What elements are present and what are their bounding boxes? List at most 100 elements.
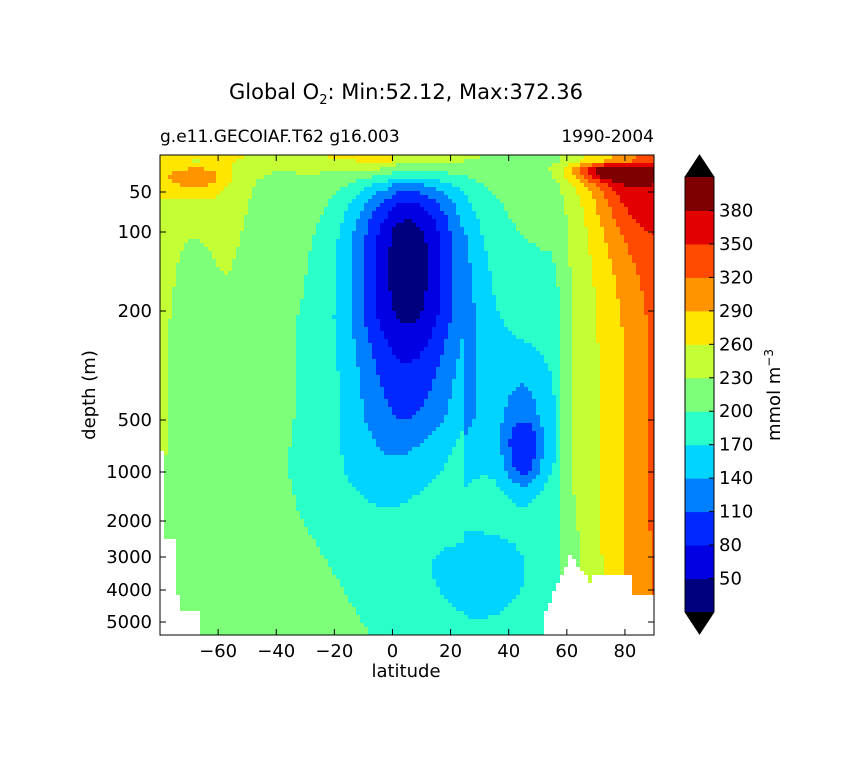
- contour-cell: [504, 495, 508, 539]
- contour-cell: [492, 615, 496, 635]
- contour-cell: [200, 243, 204, 635]
- contour-cell: [512, 335, 516, 391]
- contour-cell: [392, 195, 396, 207]
- contour-cell: [616, 163, 620, 167]
- colorbar-outline: [684, 154, 715, 635]
- contour-cell: [196, 187, 200, 199]
- contour-cell: [528, 471, 532, 483]
- contour-cell: [452, 187, 456, 203]
- contour-cell: [196, 159, 200, 163]
- contour-cell: [536, 247, 540, 351]
- contour-cell: [356, 219, 360, 367]
- contour-cell: [344, 211, 348, 475]
- contour-cell: [308, 175, 312, 251]
- contour-cell: [436, 555, 440, 587]
- contour-cell: [620, 203, 624, 235]
- contour-cell: [356, 163, 360, 171]
- contour-cell: [580, 183, 584, 207]
- contour-cell: [336, 191, 340, 239]
- contour-cell: [536, 155, 540, 247]
- contour-cell: [372, 195, 376, 211]
- contour-cell: [220, 271, 224, 635]
- contour-cell: [416, 191, 420, 203]
- contour-cell: [324, 559, 328, 635]
- contour-cell: [456, 359, 460, 439]
- contour-cell: [400, 503, 404, 635]
- contour-cell: [316, 547, 320, 635]
- contour-cell: [376, 319, 380, 375]
- contour-cell: [604, 199, 608, 243]
- contour-cell: [620, 327, 624, 575]
- contour-cell: [444, 339, 448, 415]
- x-axis-label: latitude: [371, 661, 440, 682]
- contour-cell: [344, 171, 348, 187]
- contour-cell: [420, 183, 424, 195]
- contour-cell: [412, 183, 416, 191]
- contour-cell: [308, 535, 312, 635]
- contour-cell: [628, 187, 632, 215]
- contour-cell: [408, 179, 412, 183]
- contour-cell: [508, 543, 512, 603]
- contour-cell: [388, 507, 392, 635]
- contour-cell: [608, 259, 612, 575]
- contour-cell: [356, 367, 360, 491]
- contour-cell: [544, 363, 548, 483]
- contour-cell: [292, 495, 296, 635]
- contour-cell: [568, 155, 572, 163]
- contour-cell: [540, 155, 544, 251]
- contour-cell: [192, 187, 196, 199]
- contour-cell: [344, 155, 348, 159]
- contour-cell: [600, 163, 604, 167]
- contour-cell: [408, 155, 412, 163]
- contour-cell: [580, 155, 584, 159]
- contour-cell: [492, 535, 496, 615]
- contour-cell: [384, 199, 388, 219]
- contour-cell: [424, 487, 428, 635]
- contour-cell: [340, 155, 344, 159]
- contour-cell: [556, 183, 560, 287]
- contour-cell: [240, 159, 244, 231]
- contour-cell: [420, 311, 424, 351]
- contour-cell: [200, 199, 204, 243]
- contour-cell: [408, 451, 412, 499]
- colorbar-segment: [685, 344, 714, 379]
- contour-cell: [212, 171, 216, 183]
- contour-cell: [460, 163, 464, 175]
- subtitle-left: g.e11.GECOIAF.T62 g16.003: [160, 127, 400, 147]
- contour-cell: [484, 155, 488, 187]
- contour-cell: [368, 179, 372, 187]
- contour-cell: [516, 483, 520, 507]
- contour-cell: [424, 211, 428, 243]
- contour-cell: [648, 163, 652, 167]
- contour-cell: [564, 215, 568, 567]
- contour-cell: [164, 199, 168, 455]
- colorbar-segment: [685, 377, 714, 412]
- contour-cell: [276, 171, 280, 635]
- contour-cell: [444, 415, 448, 463]
- plot-frame: [159, 154, 655, 636]
- contour-cell: [368, 219, 372, 343]
- contour-cell: [564, 167, 568, 179]
- contour-cell: [548, 251, 552, 371]
- contour-cell: [380, 175, 384, 183]
- contour-cell: [180, 187, 184, 199]
- contour-cell: [632, 187, 636, 219]
- contour-cell: [200, 155, 204, 167]
- contour-cell: [436, 203, 440, 231]
- contour-cell: [592, 287, 596, 575]
- contour-cell: [436, 171, 440, 179]
- contour-cell: [172, 155, 176, 171]
- contour-cell: [432, 579, 436, 635]
- contour-cell: [612, 275, 616, 575]
- contour-cell: [384, 183, 388, 191]
- contour-cell: [404, 503, 408, 635]
- contour-cell: [488, 479, 492, 535]
- contour-cell: [556, 155, 560, 163]
- contour-cell: [332, 159, 336, 171]
- contour-cell: [192, 155, 196, 159]
- contour-cell: [164, 155, 168, 199]
- contour-cell: [232, 163, 236, 259]
- contour-cell: [520, 235, 524, 339]
- contour-cell: [200, 167, 204, 187]
- contour-cell: [164, 455, 168, 539]
